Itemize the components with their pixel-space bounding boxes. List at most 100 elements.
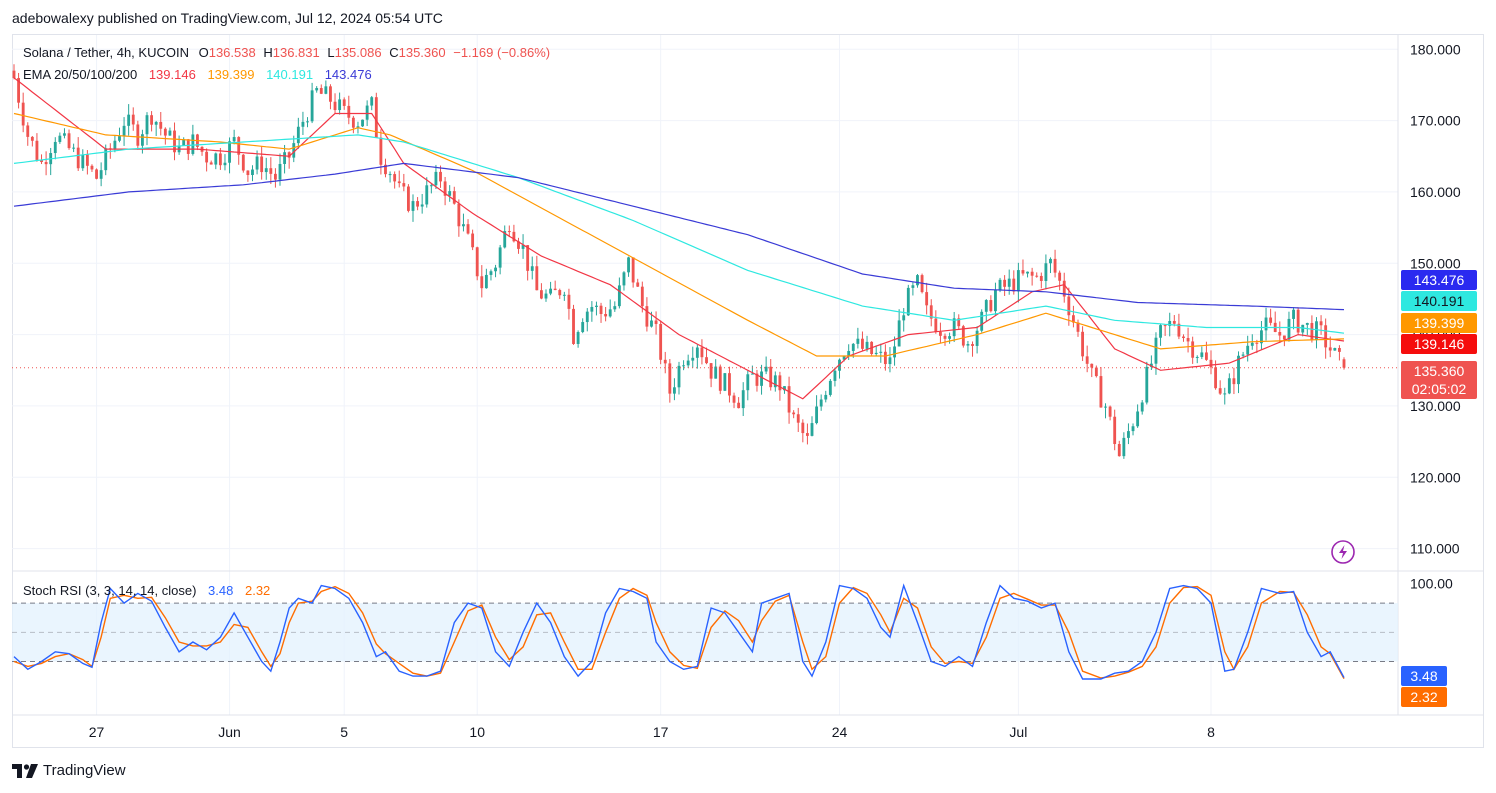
candle [26,122,30,146]
candle-body [35,140,39,160]
candle [182,137,186,146]
candle [457,199,461,237]
candle [682,360,686,371]
candle-body [425,185,429,205]
candle-body [1292,309,1295,319]
candle-body [760,371,763,386]
candle [585,308,589,332]
candle-body [1191,341,1195,358]
candle-body [1163,325,1167,327]
flash-icon[interactable] [1331,540,1355,564]
ema-legend: EMA 20/50/100/200 139.146 139.399 140.19… [23,67,376,82]
candle-body [668,363,672,394]
ema-legend-label[interactable]: EMA 20/50/100/200 [23,67,138,82]
candle-body [278,163,282,180]
candle [723,372,727,392]
candle [856,327,860,349]
candle-body [512,231,516,242]
ema-line-ema-100 [13,134,1345,334]
candle-body [998,279,1002,290]
candle [1177,313,1181,340]
candle [76,137,80,171]
candle-body [906,287,910,316]
candle-body [1154,337,1158,364]
candle-body [53,141,57,154]
candle [645,297,649,332]
candle-body [1214,367,1218,389]
candle-body [590,306,594,312]
candle-body [1237,355,1240,385]
candle-body [801,422,805,434]
candle-body [154,121,158,125]
candle [209,160,213,165]
candle-body [1333,348,1337,351]
candle [475,246,479,281]
ema200-tag: 143.476 [1401,270,1477,290]
candle-body [452,191,456,204]
time-tick-label: Jul [1009,724,1027,740]
candle [801,419,805,443]
candle [1127,423,1130,445]
candle [833,367,837,387]
candle [677,361,681,395]
footer-brand[interactable]: TradingView [43,762,126,779]
candle [888,347,892,373]
candle [1117,440,1121,457]
candle-body [723,373,727,391]
candle-body [406,186,410,211]
candle-body [209,162,213,165]
candle [95,168,98,180]
candle [581,318,585,334]
candle [911,282,915,296]
candle [200,146,204,156]
candle [828,379,832,397]
candle-body [411,201,415,211]
close-value: 135.360 [398,45,446,60]
tradingview-logo-icon[interactable] [12,763,38,778]
candle-body [21,102,25,126]
candle [425,177,429,208]
stoch-k-value: 3.48 [208,583,234,598]
candle [906,284,910,316]
candles [12,64,1346,459]
stoch-legend-label[interactable]: Stoch RSI (3, 3, 14, 14, close) [23,583,197,598]
candle [434,164,438,190]
candle-body [150,115,154,125]
ema50-tag-bg [1401,313,1477,333]
candle [1264,307,1268,341]
ema200-tag-bg [1401,270,1477,290]
candle [1200,346,1204,360]
candle [796,407,800,432]
stoch-d-line [13,585,1345,680]
candle [306,117,309,128]
candle-body [324,86,328,94]
candle [1287,311,1291,342]
candle-body [966,344,970,346]
candle-body [595,305,598,307]
candle [72,143,76,153]
candle-body [95,169,98,179]
candle-body [72,147,76,149]
candle [686,354,690,369]
candle [576,330,580,348]
candle-body [1076,322,1080,332]
stoch-tick-label: 100.00 [1410,576,1453,592]
candle-body [888,357,892,365]
candle-body [1067,296,1071,316]
candle [989,295,993,313]
candle [1003,275,1007,296]
candle-body [750,373,754,375]
candle-body [1342,359,1346,368]
candle-body [773,375,777,388]
candle-body [1227,378,1231,394]
candle-body [1232,378,1236,385]
candle-body [85,154,89,166]
candle-body [1149,363,1153,367]
candle-body [370,97,374,106]
candle [1145,361,1149,405]
candle-body [1026,271,1029,274]
candle [517,237,520,254]
symbol-name[interactable]: Solana / Tether, 4h, KUCOIN [23,45,189,60]
candle-body [127,114,131,126]
